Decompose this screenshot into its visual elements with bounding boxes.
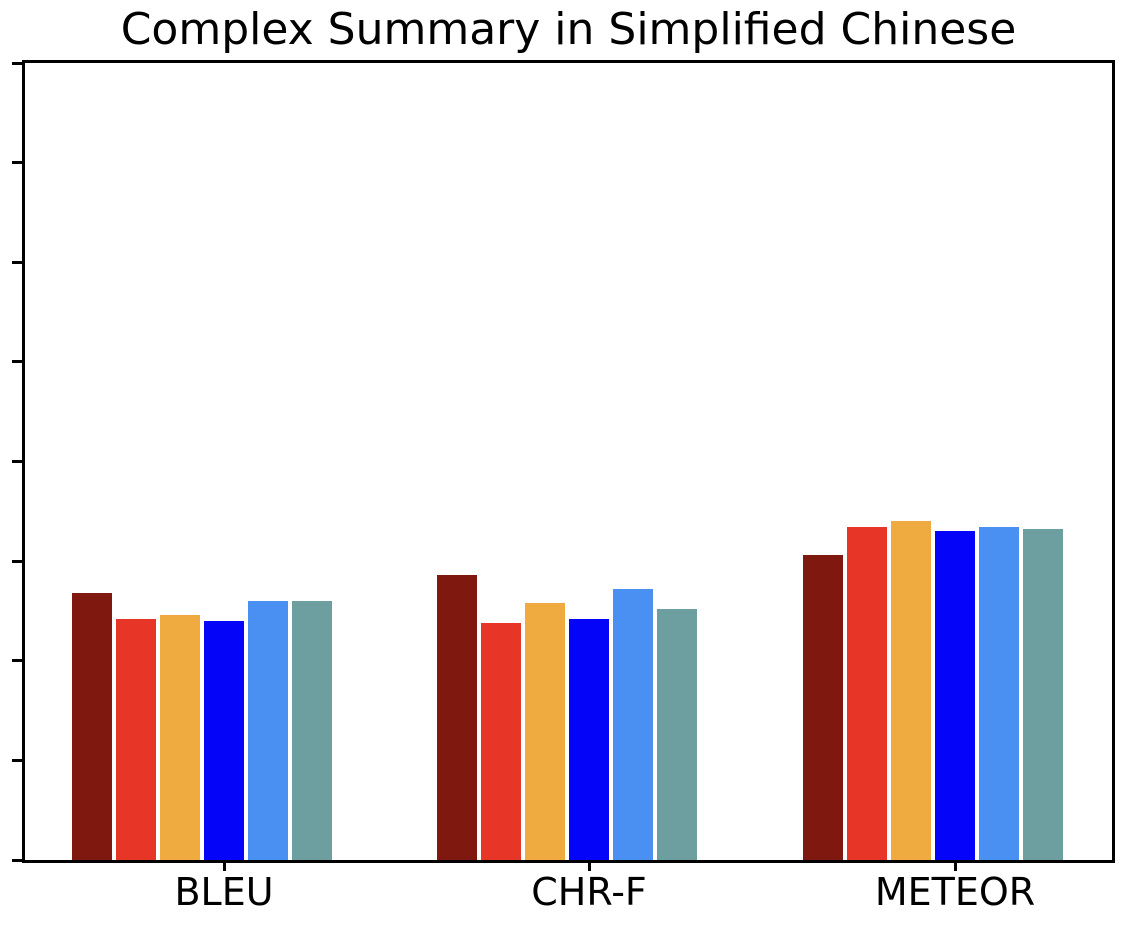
y-axis-tick: [12, 261, 23, 264]
bar-cornflower-blue-meteor: [979, 527, 1019, 860]
bar-cadet-blue-bleu: [292, 601, 332, 860]
bar-red-chr-f: [481, 623, 521, 860]
bar-cornflower-blue-chr-f: [613, 589, 653, 860]
plot-area: [22, 60, 1115, 863]
bar-cadet-blue-chr-f: [657, 609, 697, 860]
x-axis-tick-chr-f: [588, 861, 591, 871]
y-axis-tick: [12, 161, 23, 164]
bar-blue-meteor: [935, 531, 975, 860]
bar-orange-bleu: [160, 615, 200, 860]
bar-dark-red-meteor: [803, 555, 843, 860]
x-axis-tick-bleu: [223, 861, 226, 871]
x-tick-label-bleu: BLEU: [174, 870, 274, 914]
bar-blue-bleu: [204, 621, 244, 860]
bar-blue-chr-f: [569, 619, 609, 860]
x-tick-label-chr-f: CHR-F: [531, 870, 647, 914]
y-axis-tick: [12, 460, 23, 463]
y-axis-tick: [12, 560, 23, 563]
y-axis-tick: [12, 859, 23, 862]
bar-red-bleu: [116, 619, 156, 860]
bar-dark-red-bleu: [72, 593, 112, 860]
bar-cadet-blue-meteor: [1023, 529, 1063, 860]
bar-red-meteor: [847, 527, 887, 860]
x-axis-tick-meteor: [954, 861, 957, 871]
bar-cornflower-blue-bleu: [248, 601, 288, 860]
y-axis-tick: [12, 659, 23, 662]
y-axis-tick: [12, 759, 23, 762]
bar-dark-red-chr-f: [437, 575, 477, 860]
x-tick-label-meteor: METEOR: [874, 870, 1036, 914]
y-axis-tick: [12, 62, 23, 65]
bar-orange-chr-f: [525, 603, 565, 860]
chart-title: Complex Summary in Simplified Chinese: [120, 4, 1017, 55]
bar-orange-meteor: [891, 521, 931, 860]
y-axis-tick: [12, 360, 23, 363]
